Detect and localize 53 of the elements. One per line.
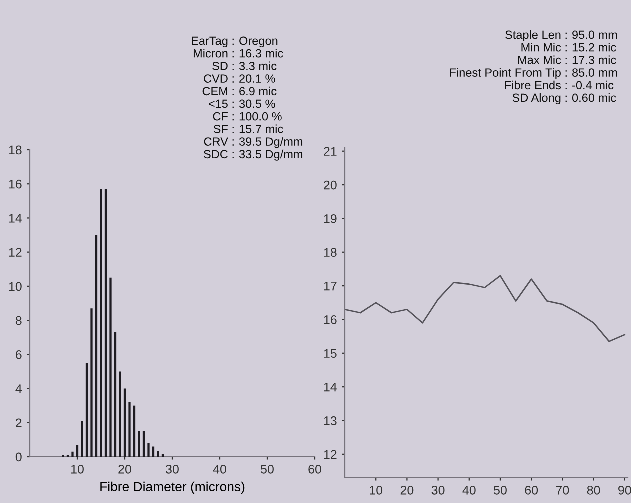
annotation: SDC : 33.5 Dg/mm <box>204 150 303 161</box>
text: Micron : 16.3 mic <box>194 49 284 58</box>
text: Staple Len : 95.0 mm <box>506 30 618 42</box>
y-tick-label: 0 <box>16 452 22 462</box>
x-tick-label: 10 <box>370 486 383 495</box>
text: SF : 15.7 mic <box>214 124 284 134</box>
x-tick-label: 60 <box>525 486 538 495</box>
text: CF : 100.0 % <box>213 112 282 121</box>
text: SD Along : 0.60 mic <box>512 94 616 104</box>
y-tick-label: 14 <box>9 214 22 223</box>
y-tick-label: 15 <box>324 349 337 358</box>
x-tick-label: 20 <box>400 486 414 495</box>
text: Fibre Ends : -0.4 mic <box>505 80 614 90</box>
line-series <box>345 275 626 342</box>
text: SD : 3.3 mic <box>212 62 277 70</box>
x-tick-label: 20 <box>118 464 132 474</box>
text: CEM : 6.9 mic <box>202 86 277 96</box>
y-tick-label: 18 <box>324 248 337 258</box>
y-tick-label: 14 <box>324 383 337 392</box>
y-tick-label: 2 <box>16 418 22 428</box>
y-tick-label: 21 <box>324 147 337 156</box>
x-tick-label: 90 <box>618 486 631 495</box>
y-tick-label: 10 <box>9 282 22 292</box>
x-tick-label: 80 <box>587 486 600 495</box>
y-tick-label: 19 <box>324 214 337 224</box>
text: Max Mic : 17.3 mic <box>518 56 616 64</box>
y-tick-label: 12 <box>324 450 337 459</box>
y-tick-label: 17 <box>324 282 337 291</box>
x-tick-label: 50 <box>494 486 507 495</box>
y-tick-label: 20 <box>324 180 337 190</box>
text: Min Mic : 15.2 mic <box>522 43 616 52</box>
y-tick-label: 4 <box>16 384 22 394</box>
x-axis-title: Fibre Diameter (microns) <box>100 482 245 494</box>
y-tick-label: 13 <box>324 416 337 426</box>
x-tick-label: 40 <box>462 486 476 495</box>
x-tick-label: 70 <box>556 486 570 495</box>
text: Finest Point From Tip : 85.0 mm <box>450 68 618 80</box>
x-tick-label: 40 <box>213 464 226 474</box>
x-tick-label: 30 <box>432 486 445 495</box>
x-tick-label: 50 <box>261 464 274 474</box>
y-tick-label: 12 <box>9 248 22 257</box>
x-tick-label: 10 <box>72 464 84 474</box>
y-tick-label: 6 <box>16 350 22 360</box>
text: EarTag : Oregon <box>192 36 278 48</box>
y-tick-label: 8 <box>16 316 22 326</box>
text: <15 : 30.5 % <box>209 100 276 108</box>
x-tick-label: 60 <box>308 464 322 474</box>
x-tick-label: 30 <box>166 464 179 474</box>
y-tick-label: 16 <box>324 316 337 324</box>
text: CRV : 39.5 Dg/mm <box>204 137 303 148</box>
y-tick-label: 16 <box>9 180 22 189</box>
text: CVD : 20.1 % <box>204 74 276 83</box>
y-tick-label: 18 <box>9 146 22 155</box>
